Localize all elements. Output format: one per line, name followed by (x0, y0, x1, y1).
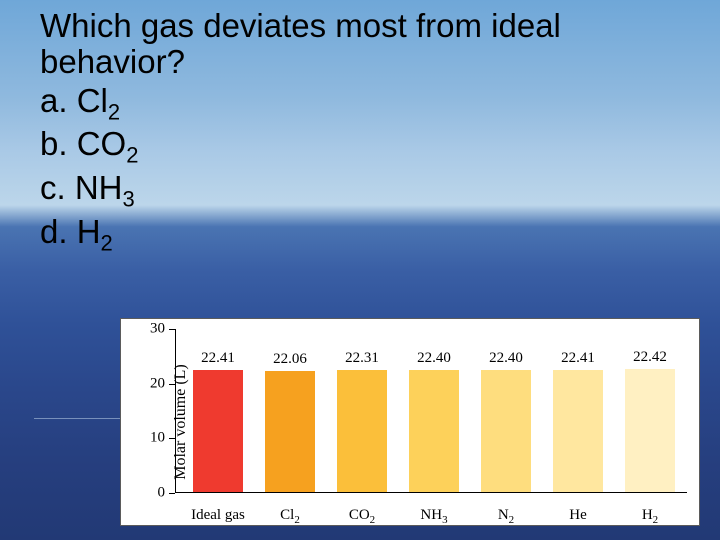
bar (481, 370, 531, 492)
category-label: He (538, 507, 618, 524)
y-tick (169, 384, 175, 385)
y-tick-label: 20 (150, 375, 165, 392)
category-label: Ideal gas (178, 507, 258, 524)
bar-value-label: 22.41 (183, 350, 253, 367)
question-line1: Which gas deviates most from ideal (40, 8, 561, 44)
y-tick (169, 438, 175, 439)
y-tick (169, 329, 175, 330)
y-tick-label: 0 (158, 485, 166, 502)
option-d: d. H2 (40, 214, 561, 256)
bar (265, 371, 315, 492)
bar-value-label: 22.40 (399, 350, 469, 367)
bar-value-label: 22.31 (327, 350, 397, 367)
category-label: H2 (610, 507, 690, 526)
bar-value-label: 22.42 (615, 349, 685, 366)
option-b: b. CO2 (40, 126, 561, 168)
question-block: Which gas deviates most from ideal behav… (40, 8, 561, 256)
y-tick-label: 10 (150, 430, 165, 447)
question-line2: behavior? (40, 44, 561, 80)
y-axis (175, 329, 176, 493)
bar-value-label: 22.06 (255, 351, 325, 368)
y-tick-label: 30 (150, 321, 165, 338)
category-label: CO2 (322, 507, 402, 526)
bar (337, 370, 387, 492)
category-label: Cl2 (250, 507, 330, 526)
slide-accent-line (34, 418, 124, 419)
bar (625, 369, 675, 492)
category-label: N2 (466, 507, 546, 526)
y-tick (169, 493, 175, 494)
bar (553, 370, 603, 493)
bar-value-label: 22.41 (543, 350, 613, 367)
bar (193, 370, 243, 493)
x-axis (175, 492, 687, 493)
option-c: c. NH3 (40, 170, 561, 212)
option-a: a. Cl2 (40, 83, 561, 125)
bar-value-label: 22.40 (471, 350, 541, 367)
plot-area: 0102030 22.41Ideal gas22.06Cl222.31CO222… (175, 329, 687, 493)
bar (409, 370, 459, 492)
molar-volume-chart: Molar volume (L) 0102030 22.41Ideal gas2… (120, 318, 700, 526)
category-label: NH3 (394, 507, 474, 526)
